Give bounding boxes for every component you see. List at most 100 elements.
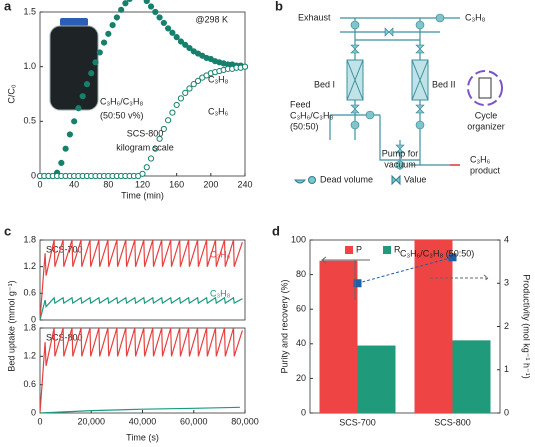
diagram-label: Feed <box>290 99 311 109</box>
panel-letter: b <box>275 0 283 13</box>
panel-letter: c <box>4 223 11 238</box>
y-tick-label: 0 <box>31 407 36 417</box>
diagram-label: organizer <box>467 121 505 131</box>
bar <box>319 260 358 413</box>
marker <box>152 145 159 152</box>
x-tick-label: SCS-800 <box>434 417 471 427</box>
diagram-label: Cycle <box>475 110 498 120</box>
bed-fill <box>346 59 429 101</box>
marker <box>177 38 185 45</box>
y-tick-label: 80 <box>296 269 306 279</box>
marker <box>58 159 65 166</box>
diagram-label: C₃H₈ <box>465 12 486 22</box>
marker <box>241 63 249 70</box>
series-label: C₃H₈ <box>210 288 231 298</box>
y-tick-label: 0.6 <box>23 379 36 389</box>
x-tick-label: SCS-700 <box>339 417 376 427</box>
marker <box>156 14 163 21</box>
marker <box>169 29 176 36</box>
productivity-marker <box>353 279 362 288</box>
panel-title: SCS-800 <box>46 332 83 342</box>
x-axis-label: Time (s) <box>126 432 159 442</box>
x-tick-label: 0 <box>37 179 42 189</box>
marker <box>66 131 73 138</box>
legend-dead-volume <box>293 179 307 184</box>
annotation: SCS-800 <box>127 128 164 138</box>
diagram-label: C₃H₆ <box>470 154 491 164</box>
x-tick-label: 80 <box>103 179 113 189</box>
marker <box>173 34 180 41</box>
productivity-marker <box>448 253 457 262</box>
marker <box>160 19 167 27</box>
y-tick-label: 1.2 <box>23 261 36 271</box>
y-tick-label: 0 <box>31 170 36 180</box>
diagram-label: vacuum <box>384 159 416 169</box>
y-tick-label: 0 <box>301 407 306 417</box>
y-tick-label: 20 <box>296 373 306 383</box>
y-tick-label: 40 <box>296 338 306 348</box>
x-tick-label: 40 <box>69 179 79 189</box>
marker <box>88 70 95 77</box>
y-tick-label: 2 <box>504 321 509 331</box>
annotation: C₃H₆/C₃H₈ (50:50) <box>400 248 474 258</box>
y-tick-label: 0.6 <box>23 288 36 298</box>
marker <box>147 3 155 10</box>
plot-frame <box>39 239 246 321</box>
y-tick-label: 4 <box>504 234 509 244</box>
y-tick-label: 0 <box>31 314 36 324</box>
series-line <box>39 239 243 321</box>
bar <box>414 240 453 413</box>
valves <box>350 27 425 154</box>
x-tick-label: 120 <box>135 179 150 189</box>
bottle-photo <box>49 18 99 111</box>
y-tick-label: 3 <box>504 278 509 288</box>
bar <box>452 340 491 413</box>
legend-valve <box>391 174 401 186</box>
cycle-column <box>478 77 492 99</box>
marker <box>152 8 159 16</box>
marker <box>100 39 108 46</box>
y-tick-label: 0.5 <box>23 116 36 126</box>
marker <box>182 89 189 97</box>
marker <box>177 95 185 102</box>
y-tick-label: 1.0 <box>23 61 36 71</box>
x-axis-label: Time (min) <box>121 190 164 200</box>
marker <box>109 22 116 29</box>
marker <box>173 101 180 109</box>
y2-axis-label: Productivity (mol kg⁻¹ h⁻¹) <box>522 274 532 379</box>
marker <box>139 170 146 177</box>
bar <box>357 345 396 413</box>
marker <box>75 105 82 112</box>
productivity-line <box>357 256 453 284</box>
series-line <box>39 327 243 414</box>
annotation: (50:50 v%) <box>100 110 144 120</box>
diagram-label: Value <box>404 174 426 184</box>
marker <box>165 25 172 32</box>
dead-volumes <box>350 13 445 170</box>
marker <box>122 0 129 7</box>
marker <box>105 30 112 37</box>
x-tick-label: 0 <box>37 416 42 426</box>
x-tick-label: 240 <box>237 179 252 189</box>
diagram-label: Pump for <box>382 148 419 158</box>
marker <box>182 41 189 48</box>
marker <box>156 135 163 142</box>
diagram-label: Bed I <box>314 79 335 89</box>
annotation: kilogram scale <box>116 142 174 152</box>
marker <box>160 125 167 133</box>
marker <box>83 81 91 88</box>
marker <box>126 0 133 2</box>
y-axis-label: Purity and recovery (%) <box>279 279 289 373</box>
diagram-label: Bed II <box>432 79 456 89</box>
diagram-label: product <box>470 165 501 175</box>
marker <box>71 118 78 125</box>
y-tick-label: 1.8 <box>23 322 36 332</box>
legend-label: P <box>356 244 362 254</box>
x-tick-label: 200 <box>203 179 218 189</box>
panel-letter: d <box>272 223 280 238</box>
legend-swatch <box>345 246 353 254</box>
y-axis-label: Bed uptake (mmol g⁻¹) <box>6 280 16 371</box>
marker <box>147 155 155 162</box>
y-tick-label: 1.2 <box>23 351 36 361</box>
marker <box>194 77 202 84</box>
